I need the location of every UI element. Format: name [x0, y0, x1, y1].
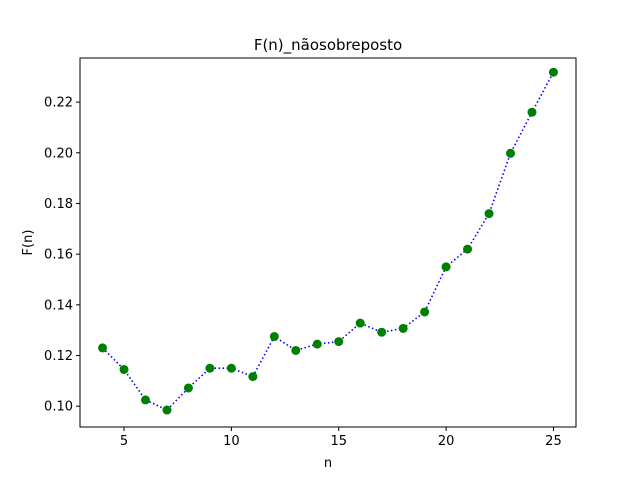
- y-tick-label: 0.12: [44, 349, 73, 364]
- data-point: [548, 67, 558, 77]
- x-tick-label: 10: [223, 434, 240, 449]
- data-point: [484, 209, 494, 219]
- x-tick-label: 20: [438, 434, 455, 449]
- y-tick-label: 0.18: [44, 197, 73, 212]
- data-point: [377, 327, 387, 337]
- y-tick-label: 0.14: [44, 298, 73, 313]
- data-point: [463, 244, 473, 254]
- data-point: [527, 107, 537, 117]
- series-line: [101, 71, 555, 411]
- y-tick-label: 0.16: [44, 248, 73, 263]
- data-point: [398, 323, 408, 333]
- axes-frame: [79, 57, 577, 428]
- chart-title: F(n)_nãosobreposto: [254, 36, 402, 55]
- data-point: [441, 262, 451, 272]
- x-axis-label: n: [324, 456, 332, 471]
- y-axis-label: F(n): [21, 230, 36, 256]
- data-point: [183, 383, 193, 393]
- data-point: [506, 148, 516, 158]
- ticks: 5 10 15 20 25 0.10 0.12 0.14 0.16 0.18 0.20 0.22: [44, 96, 562, 449]
- x-tick-label: 25: [545, 434, 562, 449]
- x-tick-label: 15: [330, 434, 347, 449]
- data-point: [420, 307, 430, 317]
- data-point: [334, 337, 344, 347]
- x-tick-label: 5: [120, 434, 128, 449]
- data-point: [205, 363, 215, 373]
- data-point: [98, 343, 108, 353]
- data-point: [312, 339, 322, 349]
- data-point: [119, 364, 129, 374]
- data-point: [291, 345, 301, 355]
- data-point: [162, 405, 172, 415]
- data-point: [269, 332, 279, 342]
- data-point: [248, 372, 258, 382]
- data-point: [226, 363, 236, 373]
- y-tick-label: 0.22: [44, 96, 73, 111]
- data-point: [355, 318, 365, 328]
- y-tick-label: 0.10: [44, 400, 73, 415]
- plot-area: [98, 67, 558, 415]
- y-tick-label: 0.20: [44, 146, 73, 161]
- data-point: [140, 395, 150, 405]
